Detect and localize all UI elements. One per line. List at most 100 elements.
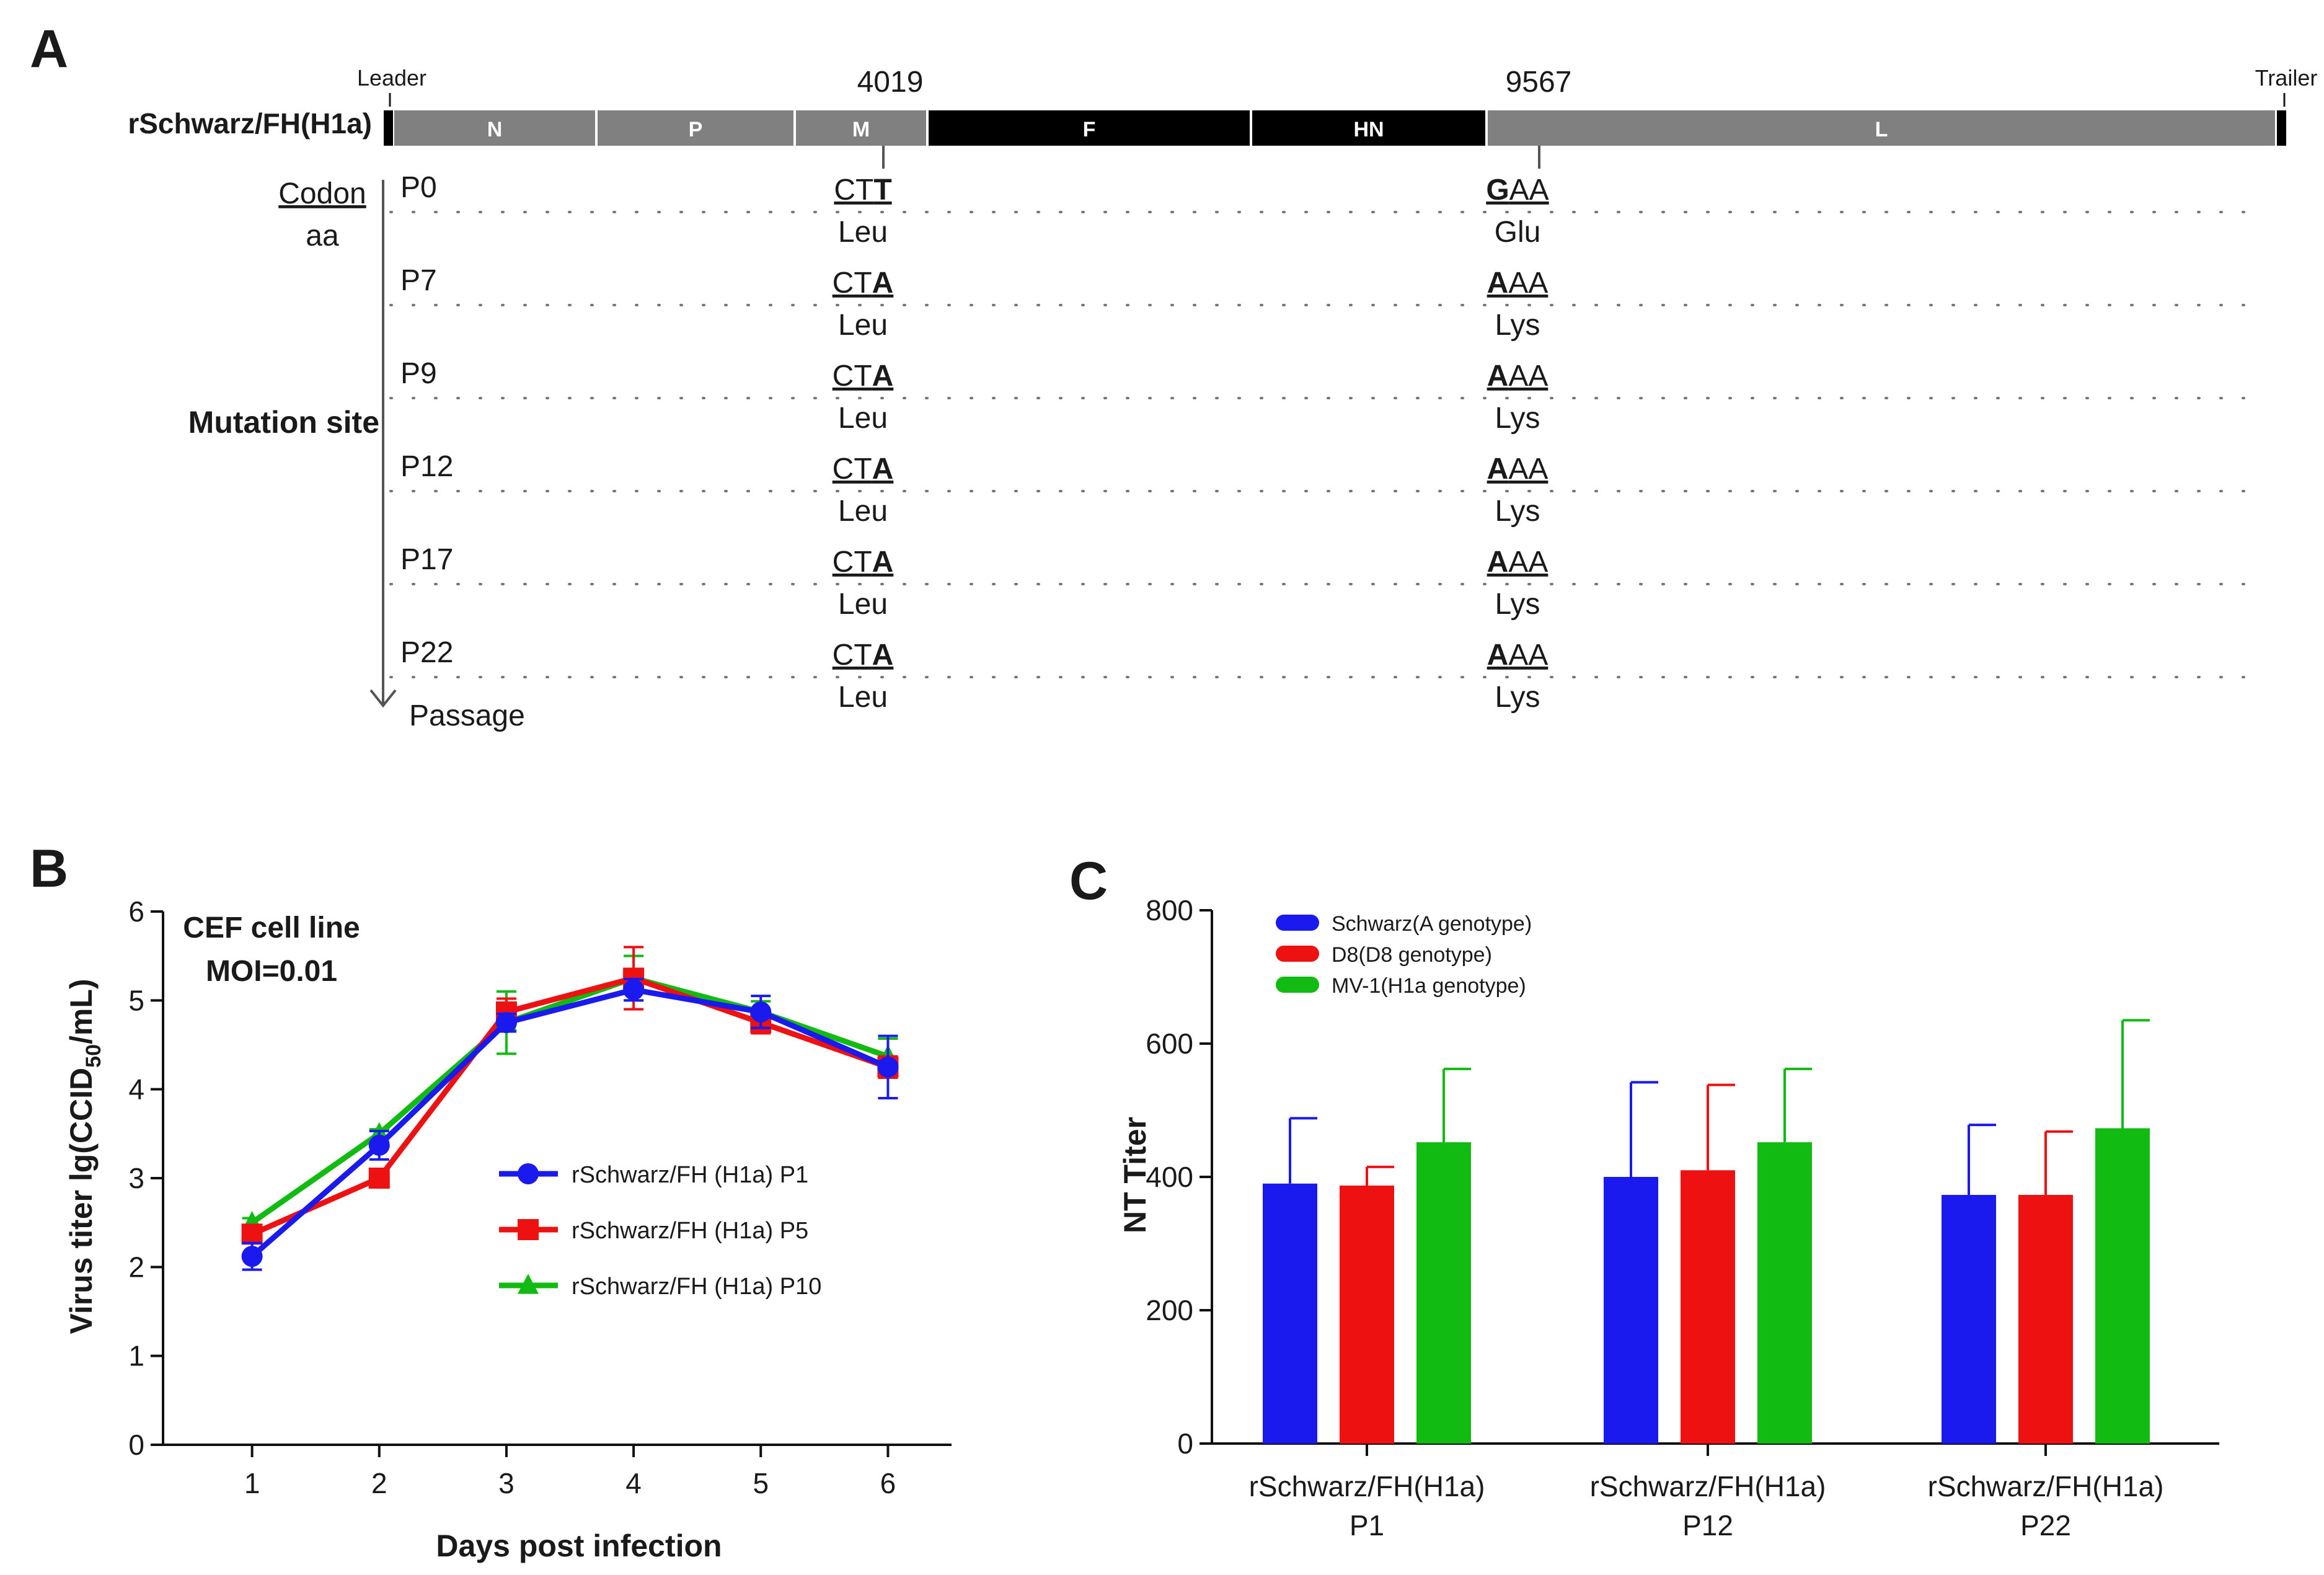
panel-a-genome-map: rSchwarz/FH(H1a) Leader Trailer N P M F HN L … xyxy=(128,65,2317,732)
gene-l xyxy=(1488,110,2275,146)
chart-b-axes: 0 1 2 3 4 5 6 1 2 3 4 5 6 xyxy=(128,895,952,1499)
site2-position: 9567 xyxy=(1506,66,1572,99)
codon-unchanged: CT xyxy=(833,546,872,579)
legend-swatch xyxy=(1276,915,1319,931)
codon-mutated-base: A xyxy=(872,639,894,672)
bar xyxy=(1757,1142,1812,1444)
chart-c-xtick-label-line2: P1 xyxy=(1350,1509,1384,1542)
site1-amino-acid: Leu xyxy=(838,681,888,714)
data-point xyxy=(241,1246,263,1267)
panel-c-label: C xyxy=(1069,851,1108,911)
chart-c-xtick-label-line2: P12 xyxy=(1682,1509,1733,1542)
codon-unchanged: CT xyxy=(833,360,872,393)
chart-c-xtick-label-line1: rSchwarz/FH(H1a) xyxy=(1928,1470,2164,1502)
chart-b-xtick-label: 6 xyxy=(880,1467,896,1499)
chart-c-ytick-label: 200 xyxy=(1146,1294,1193,1326)
codon-unchanged: CT xyxy=(834,174,873,206)
data-point xyxy=(877,1056,899,1078)
gene-track: N P M F HN L xyxy=(394,110,2275,146)
ylabel-end: /mL) xyxy=(64,978,99,1044)
series-line xyxy=(250,987,890,1259)
passage-label-row: P9 xyxy=(400,357,437,390)
legend-item-circle: rSchwarz/FH (H1a) P1 xyxy=(499,1162,808,1188)
gene-label-m: M xyxy=(852,118,870,141)
site1-codon: CTT xyxy=(834,174,891,206)
gene-n xyxy=(394,110,595,146)
legend-label: Schwarz(A genotype) xyxy=(1332,912,1532,936)
leader-block xyxy=(384,110,393,146)
codon-unchanged: AA xyxy=(1508,453,1548,486)
chart-c-ytick-label: 800 xyxy=(1146,894,1193,926)
bar-group-item xyxy=(2018,1130,2073,1444)
codon-mutated-base: T xyxy=(873,174,891,206)
codon-mutated-base: A xyxy=(1487,267,1509,299)
bar xyxy=(2018,1195,2073,1444)
codon-unchanged: AA xyxy=(1509,174,1549,206)
legend-label: rSchwarz/FH (H1a) P5 xyxy=(572,1218,808,1244)
chart-b-ytick-label: 6 xyxy=(128,895,144,928)
site1-amino-acid: Leu xyxy=(838,216,888,249)
site2-amino-acid: Lys xyxy=(1495,588,1540,621)
codon-unchanged: CT xyxy=(833,453,872,486)
leader-label: Leader xyxy=(357,65,426,91)
site1-amino-acid: Leu xyxy=(838,588,888,621)
chart-b-ytick-label: 2 xyxy=(128,1251,144,1283)
codon-mutated-base: A xyxy=(872,453,894,486)
gene-label-hn: HN xyxy=(1353,118,1384,141)
bar xyxy=(1942,1195,1996,1444)
trailer-block xyxy=(2277,110,2286,146)
passage-label-row: P17 xyxy=(400,543,453,576)
bar-group-item xyxy=(1942,1124,1996,1444)
bar-group-item xyxy=(1681,1083,1735,1444)
legend-label: MV-1(H1a genotype) xyxy=(1332,974,1526,998)
chart-c-bars xyxy=(1263,1019,2150,1444)
bar xyxy=(1340,1185,1394,1444)
chart-c-xtick-label-line2: P22 xyxy=(2020,1509,2071,1542)
data-point xyxy=(241,1223,263,1245)
site2-codon: AAA xyxy=(1487,639,1549,672)
bar xyxy=(1416,1142,1471,1444)
chart-b-ytick-label: 0 xyxy=(128,1429,144,1461)
bar-group-item xyxy=(1263,1117,1317,1444)
chart-b-xtick-label: 1 xyxy=(244,1467,260,1499)
bar-group-item xyxy=(1757,1067,1812,1444)
bar-group-item xyxy=(1340,1165,1394,1444)
legend-item-square: rSchwarz/FH (H1a) P5 xyxy=(499,1218,808,1244)
chart-b-ytick-label: 5 xyxy=(128,984,144,1016)
gene-label-p: P xyxy=(689,118,703,141)
legend-marker xyxy=(518,1219,539,1240)
chart-b-subtitle: MOI=0.01 xyxy=(206,955,337,988)
panel-c-bar-chart: NT Titer 0 200 400 600 800 rSchwarz/FH(H1a) P1… xyxy=(1118,894,2219,1542)
site2-amino-acid: Lys xyxy=(1495,495,1540,528)
passage-label: Passage xyxy=(409,699,525,732)
site1-codon: CTA xyxy=(833,639,894,672)
legend-item: Schwarz(A genotype) xyxy=(1276,912,1532,936)
site1-codon: CTA xyxy=(833,360,894,393)
trailer-label: Trailer xyxy=(2255,65,2318,91)
site1-codon: CTA xyxy=(833,453,894,486)
chart-c-legend: Schwarz(A genotype) D8(D8 genotype) MV-1(H… xyxy=(1276,912,1532,998)
chart-c-xtick-label-line1: rSchwarz/FH(H1a) xyxy=(1590,1470,1826,1502)
svg-text:Virus titer lg(CCID50/mL): Virus titer lg(CCID50/mL) xyxy=(64,978,105,1334)
legend-item: MV-1(H1a genotype) xyxy=(1276,974,1526,998)
chart-b-xtick-label: 4 xyxy=(625,1467,642,1499)
gene-hn xyxy=(1252,110,1485,146)
bar-group-item xyxy=(1604,1081,1658,1444)
chart-b-ytick-label: 3 xyxy=(128,1162,144,1194)
chart-c-ytick-label: 0 xyxy=(1177,1427,1193,1460)
ylabel-subscript: 50 xyxy=(82,1044,105,1068)
site1-amino-acid: Leu xyxy=(838,402,888,435)
bar xyxy=(1681,1170,1735,1444)
codon-mutated-base: A xyxy=(1487,639,1509,672)
series-rschwarz-fh-h1a-p5 xyxy=(241,946,899,1245)
site1-position: 4019 xyxy=(857,66,924,99)
codon-unchanged: AA xyxy=(1508,360,1548,393)
gene-m xyxy=(796,110,926,146)
codon-unchanged: CT xyxy=(833,639,872,672)
bar xyxy=(1263,1183,1317,1444)
panel-a-label: A xyxy=(30,19,68,79)
codon-mutated-base: A xyxy=(872,267,894,299)
chart-b-xtick-label: 5 xyxy=(753,1467,769,1499)
gene-label-l: L xyxy=(1875,118,1888,141)
legend-marker xyxy=(518,1163,539,1184)
